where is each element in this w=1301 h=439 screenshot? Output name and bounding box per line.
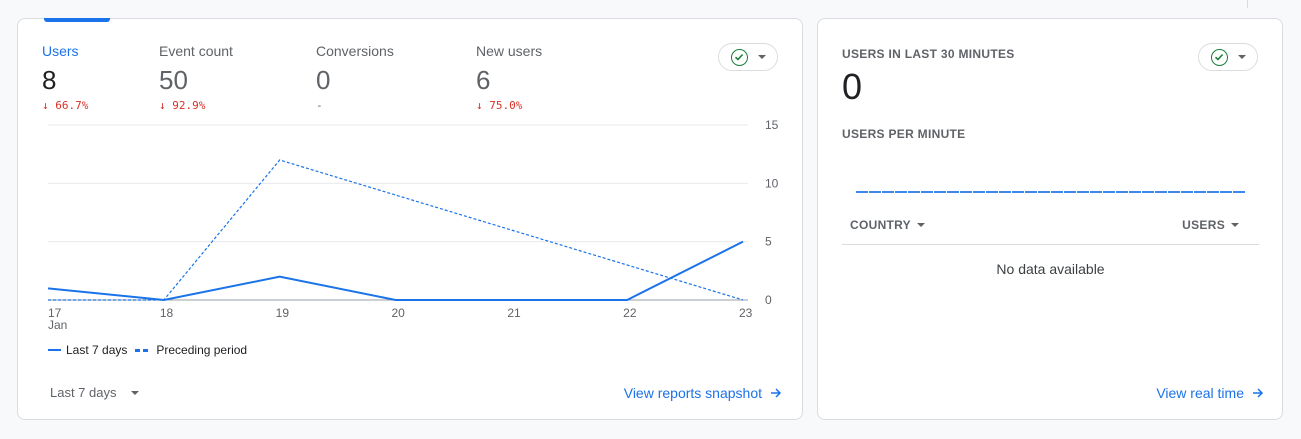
metric-label: Users <box>42 43 79 59</box>
chevron-down-icon <box>1231 223 1239 227</box>
x-tick-sublabel: Jan <box>48 318 67 332</box>
comparison-toggle-button[interactable] <box>718 43 778 71</box>
view-reports-snapshot-link[interactable]: View reports snapshot <box>624 385 782 401</box>
metric-new-users[interactable]: New users 6 ↓ 75.0% <box>476 43 542 113</box>
metric-change: ↓ 92.9% <box>159 99 206 112</box>
x-tick-label: 23 <box>739 306 753 320</box>
realtime-value: 0 <box>842 66 863 107</box>
metric-label: Conversions <box>316 43 394 59</box>
date-range-label: Last 7 days <box>50 385 117 400</box>
legend-solid-swatch <box>48 349 61 351</box>
chevron-down-icon <box>130 390 139 395</box>
metric-change: ↓ 66.7% <box>42 99 89 112</box>
chevron-down-icon <box>757 55 766 59</box>
y-tick-label: 10 <box>765 176 779 190</box>
legend-dashed-swatch <box>135 348 152 352</box>
x-tick-label: 22 <box>623 306 637 320</box>
column-label: USERS <box>1182 218 1225 232</box>
arrow-right-icon <box>1253 388 1264 398</box>
metric-change: ↓ 75.0% <box>476 99 523 112</box>
metric-users[interactable]: Users 8 ↓ 66.7% <box>42 43 88 113</box>
view-real-time-link[interactable]: View real time <box>1156 385 1264 401</box>
arrow-right-icon <box>771 388 782 398</box>
x-tick-label: 21 <box>507 306 521 320</box>
check-circle-icon <box>1210 48 1228 66</box>
metric-value: 8 <box>42 65 57 95</box>
users-line-chart: 0 5 10 15 17 18 19 20 21 22 23 Jan <box>47 118 779 332</box>
column-label: COUNTRY <box>850 218 911 232</box>
users-per-minute-bars <box>856 191 1246 193</box>
link-label: View real time <box>1156 385 1244 401</box>
x-tick-label: 20 <box>392 306 406 320</box>
chevron-down-icon <box>917 223 925 227</box>
y-tick-label: 15 <box>765 118 779 132</box>
metric-change: - <box>316 99 323 112</box>
metric-event-count[interactable]: Event count 50 ↓ 92.9% <box>159 43 233 113</box>
check-circle-icon <box>730 48 748 66</box>
legend-label: Last 7 days <box>66 343 128 357</box>
sort-users-header[interactable]: USERS <box>1182 218 1239 232</box>
chart-legend: Last 7 days Preceding period <box>48 343 247 357</box>
metric-value: 50 <box>159 65 188 95</box>
no-data-message: No data available <box>996 261 1105 277</box>
realtime-comparison-button[interactable] <box>1198 43 1258 71</box>
metric-value: 6 <box>476 65 491 95</box>
metric-value: 0 <box>316 65 331 95</box>
y-tick-label: 0 <box>765 293 772 307</box>
legend-item-current: Last 7 days <box>48 343 127 357</box>
series-line-last-7-days <box>47 240 744 302</box>
metric-label: New users <box>476 43 543 59</box>
series-line-preceding-period <box>48 159 744 301</box>
legend-label: Preceding period <box>156 343 248 357</box>
overview-card: Users 8 ↓ 66.7% Event count 50 ↓ 92.9% C… <box>17 18 803 420</box>
date-range-dropdown[interactable]: Last 7 days <box>50 385 139 400</box>
metric-label: Event count <box>159 43 233 59</box>
sort-country-header[interactable]: COUNTRY <box>850 218 925 232</box>
metric-conversions[interactable]: Conversions 0 - <box>316 43 394 113</box>
y-tick-label: 5 <box>765 235 772 249</box>
x-tick-label: 18 <box>160 306 174 320</box>
country-table-header: COUNTRY USERS <box>842 215 1259 245</box>
x-tick-label: 17 <box>48 306 62 320</box>
x-tick-label: 19 <box>276 306 290 320</box>
topbar-divider <box>1247 0 1248 8</box>
realtime-card: USERS IN LAST 30 MINUTES 0 USERS PER MIN… <box>817 18 1283 420</box>
realtime-title: USERS IN LAST 30 MINUTES <box>842 47 1015 61</box>
chevron-down-icon <box>1237 55 1246 59</box>
users-per-minute-title: USERS PER MINUTE <box>842 127 966 141</box>
link-label: View reports snapshot <box>623 385 762 401</box>
active-tab-indicator <box>44 18 110 22</box>
legend-item-previous: Preceding period <box>135 343 247 357</box>
